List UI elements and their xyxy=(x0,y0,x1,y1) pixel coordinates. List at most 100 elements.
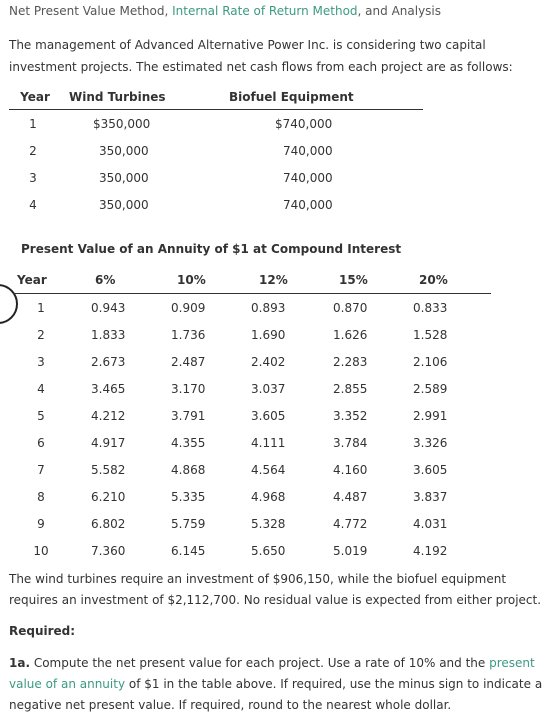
annuity-factor: 3.784 xyxy=(333,435,368,450)
cash-header-year: Year xyxy=(9,84,57,110)
annuity-factor: 4.868 xyxy=(171,462,206,477)
cash-flow-table: Year Wind Turbines Biofuel Equipment 1 $… xyxy=(9,84,423,218)
annuity-factor: 6.210 xyxy=(91,489,126,504)
cash-header-biofuel: Biofuel Equipment xyxy=(211,84,423,110)
annuity-factor: 4.355 xyxy=(171,435,206,450)
annuity-factor: 1.690 xyxy=(251,327,286,342)
annuity-year: 5 xyxy=(37,408,45,423)
annuity-factor: 0.833 xyxy=(413,300,448,315)
table-row: 10 7.360 6.145 5.650 5.019 4.192 xyxy=(13,537,491,564)
table-row: 3 2.673 2.487 2.402 2.283 2.106 xyxy=(13,348,491,375)
annuity-year: 9 xyxy=(37,516,45,531)
cash-biofuel-value: $740,000 xyxy=(275,116,333,131)
cash-wind-value: 350,000 xyxy=(99,197,149,212)
table-row: 2 1.833 1.736 1.690 1.626 1.528 xyxy=(13,321,491,348)
annuity-factor: 5.582 xyxy=(91,462,126,477)
cash-year: 2 xyxy=(29,143,37,158)
title-part-1: Net Present Value Method, xyxy=(9,4,173,18)
annuity-factor: 3.837 xyxy=(413,489,448,504)
page-title: Net Present Value Method, Internal Rate … xyxy=(9,4,441,18)
annuity-factor: 3.605 xyxy=(413,462,448,477)
table-row: 5 4.212 3.791 3.605 3.352 2.991 xyxy=(13,402,491,429)
title-part-3: , and Analysis xyxy=(357,4,442,18)
annuity-table-title: Present Value of an Annuity of $1 at Com… xyxy=(21,242,402,256)
annuity-header-row: Year 6% 10% 12% 15% 20% xyxy=(13,266,491,294)
table-row: 2 350,000 740,000 xyxy=(9,137,423,164)
annuity-factor: 4.564 xyxy=(251,462,286,477)
annuity-factor: 0.943 xyxy=(91,300,126,315)
annuity-header-rate: 15% xyxy=(327,266,407,294)
title-link-irr[interactable]: Internal Rate of Return Method xyxy=(172,4,358,18)
question-text-2: of $1 in the table above. If required, u… xyxy=(9,677,543,712)
annuity-factor: 7.360 xyxy=(91,543,126,558)
annuity-factor: 2.402 xyxy=(251,354,286,369)
annuity-factor: 4.192 xyxy=(413,543,448,558)
cash-wind-value: 350,000 xyxy=(99,143,149,158)
cash-biofuel-value: 740,000 xyxy=(283,197,333,212)
table-row: 9 6.802 5.759 5.328 4.772 4.031 xyxy=(13,510,491,537)
annuity-factor: 5.335 xyxy=(171,489,206,504)
annuity-link[interactable]: present value of an annuity xyxy=(9,656,535,691)
annuity-year: 2 xyxy=(37,327,45,342)
cash-biofuel-value: 740,000 xyxy=(283,170,333,185)
annuity-factor: 3.170 xyxy=(171,381,206,396)
annuity-factor: 1.626 xyxy=(333,327,368,342)
annuity-factor: 4.917 xyxy=(91,435,126,450)
annuity-factor: 5.019 xyxy=(333,543,368,558)
question-text-1: Compute the net present value for each p… xyxy=(30,656,490,670)
annuity-factor: 2.673 xyxy=(91,354,126,369)
annuity-factor: 0.870 xyxy=(333,300,368,315)
annuity-factor: 4.487 xyxy=(333,489,368,504)
cash-biofuel-value: 740,000 xyxy=(283,143,333,158)
investment-text: The wind turbines require an investment … xyxy=(9,572,542,607)
table-row: 4 350,000 740,000 xyxy=(9,191,423,218)
intro-text: The management of Advanced Alternative P… xyxy=(9,38,513,74)
table-row: 4 3.465 3.170 3.037 2.855 2.589 xyxy=(13,375,491,402)
annuity-factor: 4.968 xyxy=(251,489,286,504)
annuity-factor: 0.909 xyxy=(171,300,206,315)
table-row: 1 0.943 0.909 0.893 0.870 0.833 xyxy=(13,294,491,322)
annuity-factor: 3.326 xyxy=(413,435,448,450)
annuity-header-year: Year xyxy=(13,266,69,294)
annuity-factor: 6.802 xyxy=(91,516,126,531)
cash-flow-header-row: Year Wind Turbines Biofuel Equipment xyxy=(9,84,423,110)
annuity-factor: 4.160 xyxy=(333,462,368,477)
annuity-year: 10 xyxy=(33,543,49,558)
table-row: 3 350,000 740,000 xyxy=(9,164,423,191)
annuity-factor: 1.833 xyxy=(91,327,126,342)
required-label: Required: xyxy=(9,624,76,638)
annuity-factor: 4.031 xyxy=(413,516,448,531)
annuity-year: 8 xyxy=(37,489,45,504)
annuity-factor: 3.465 xyxy=(91,381,126,396)
annuity-year: 7 xyxy=(37,462,45,477)
question-1a: 1a. Compute the net present value for ea… xyxy=(9,653,551,716)
annuity-factor: 2.106 xyxy=(413,354,448,369)
annuity-factor: 2.487 xyxy=(171,354,206,369)
annuity-table: Year 6% 10% 12% 15% 20% 1 0.943 0.909 0.893… xyxy=(13,266,491,564)
annuity-factor: 3.352 xyxy=(333,408,368,423)
annuity-header-rate: 12% xyxy=(245,266,327,294)
cash-year: 3 xyxy=(29,170,37,185)
annuity-factor: 4.212 xyxy=(91,408,126,423)
table-row: 7 5.582 4.868 4.564 4.160 3.605 xyxy=(13,456,491,483)
table-row: 1 $350,000 $740,000 xyxy=(9,110,423,138)
annuity-year: 4 xyxy=(37,381,45,396)
annuity-factor: 2.589 xyxy=(413,381,448,396)
annuity-factor: 2.283 xyxy=(333,354,368,369)
table-row: 8 6.210 5.335 4.968 4.487 3.837 xyxy=(13,483,491,510)
annuity-year: 3 xyxy=(37,354,45,369)
annuity-factor: 4.772 xyxy=(333,516,368,531)
annuity-header-rate: 20% xyxy=(407,266,491,294)
annuity-factor: 3.605 xyxy=(251,408,286,423)
annuity-factor: 3.791 xyxy=(171,408,206,423)
cash-year: 4 xyxy=(29,197,37,212)
annuity-factor: 2.991 xyxy=(413,408,448,423)
table-row: 6 4.917 4.355 4.111 3.784 3.326 xyxy=(13,429,491,456)
question-label: 1a. xyxy=(9,656,31,670)
annuity-factor: 4.111 xyxy=(251,435,286,450)
annuity-factor: 1.528 xyxy=(413,327,448,342)
annuity-factor: 2.855 xyxy=(333,381,368,396)
annuity-year: 6 xyxy=(37,435,45,450)
annuity-factor: 0.893 xyxy=(251,300,286,315)
annuity-factor: 1.736 xyxy=(171,327,206,342)
